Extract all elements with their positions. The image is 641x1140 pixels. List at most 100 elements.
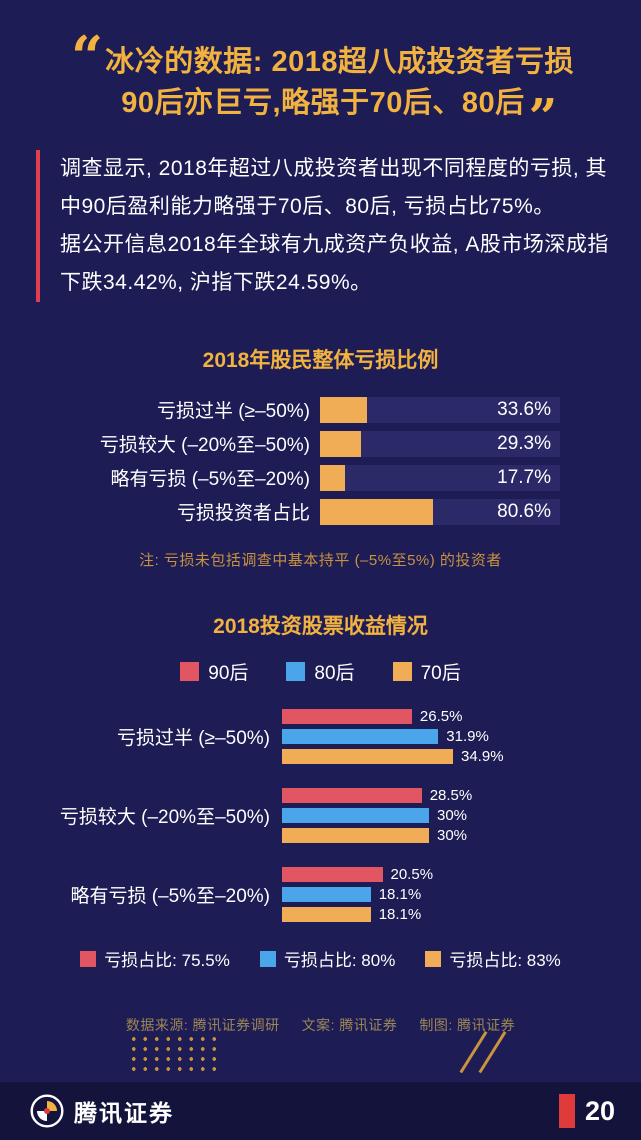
chart2-legend: 90后 80后 70后 <box>0 658 641 685</box>
chart1-row-label: 亏损投资者占比 <box>176 503 310 524</box>
open-quote-mark: “ <box>71 24 104 90</box>
brand-logo-icon <box>30 1094 64 1128</box>
chart1-bar <box>320 498 433 525</box>
chart2-group-label: 亏损较大 (–20%至–50%) <box>59 807 270 828</box>
chart2-bar-value: 26.5% <box>419 708 463 725</box>
legend-label-90s: 90后 <box>208 663 249 684</box>
chart2-bar-row: 31.9% <box>282 729 641 744</box>
total-swatch-80s <box>259 950 276 967</box>
total-90s: 亏损占比: 75.5% <box>80 946 230 971</box>
page-number-accent <box>558 1094 575 1128</box>
legend-swatch-80s <box>286 662 306 681</box>
chart2-bar-80s <box>282 887 371 902</box>
total-label-80s: 亏损占比: 80% <box>283 951 396 970</box>
legend-swatch-70s <box>392 662 412 681</box>
legend-item-70s: 70后 <box>392 658 461 685</box>
chart1-title: 2018年股民整体亏损比例 <box>202 349 439 372</box>
chart2-bar-90s <box>282 709 412 724</box>
chart1-bar-value: 29.3% <box>497 432 551 454</box>
chart2-bar-value: 34.9% <box>461 748 504 765</box>
chart1-row: 略有亏损 (–5%至–20%) 17.7% <box>48 464 570 491</box>
credit-copywriter: 文案: 腾讯证券 <box>301 1017 398 1033</box>
chart1-bar-track: 80.6% <box>320 498 560 525</box>
chart2-bar-80s <box>282 808 429 823</box>
chart1-note: 注: 亏损未包括调查中基本持平 (–5%至5%) 的投资者 <box>139 552 502 569</box>
page-number-value: 20 <box>584 1095 615 1126</box>
total-70s: 亏损占比: 83% <box>425 946 561 971</box>
title-line-2-wrap: 90后亦巨亏,略强于70后、80后” <box>105 83 574 142</box>
chart-overall-loss: 2018年股民整体亏损比例 亏损过半 (≥–50%) 33.6% 亏损较大 (–… <box>0 344 641 570</box>
chart2-group-bars: 20.5% 18.1% 18.1% <box>282 867 641 922</box>
chart2-bar-row: 28.5% <box>282 788 641 803</box>
chart2-bar-value: 20.5% <box>390 866 434 883</box>
total-80s: 亏损占比: 80% <box>259 946 396 971</box>
chart2-bar-value: 18.1% <box>378 886 422 903</box>
chart1-row-label: 亏损过半 (≥–50%) <box>157 401 310 422</box>
legend-item-80s: 80后 <box>286 658 355 685</box>
total-label-90s: 亏损占比: 75.5% <box>104 951 230 970</box>
total-swatch-90s <box>80 950 97 967</box>
chart2-bar-value: 28.5% <box>429 787 473 804</box>
chart1-bar <box>320 396 367 423</box>
chart-returns-by-generation: 2018投资股票收益情况 90后 80后 70后 亏损过半 (≥–50%) 26… <box>0 610 641 971</box>
intro-block: 调查显示, 2018年超过八成投资者出现不同程度的亏损, 其中90后盈利能力略强… <box>36 150 613 302</box>
dots-pattern-decoration <box>128 1034 220 1072</box>
brand: 腾讯证券 <box>30 1094 174 1128</box>
chart2-group: 略有亏损 (–5%至–20%) 20.5% 18.1% 18.1% <box>0 867 641 922</box>
credits: 数据来源: 腾讯证券调研 文案: 腾讯证券 制图: 腾讯证券 <box>0 1015 641 1035</box>
chart1-bar <box>320 430 361 457</box>
chart1-row: 亏损过半 (≥–50%) 33.6% <box>48 396 570 423</box>
chart2-group-label: 略有亏损 (–5%至–20%) <box>70 886 270 907</box>
chart2-totals: 亏损占比: 75.5% 亏损占比: 80% 亏损占比: 83% <box>0 946 641 971</box>
chart2-bar-value: 30% <box>437 807 468 824</box>
chart1-rows: 亏损过半 (≥–50%) 33.6% 亏损较大 (–20%至–50%) 29.3… <box>48 396 570 525</box>
chart1-bar-value: 17.7% <box>497 466 551 488</box>
close-quote-mark: ” <box>528 87 558 146</box>
chart2-group-label: 亏损过半 (≥–50%) <box>117 728 270 749</box>
legend-item-90s: 90后 <box>180 658 248 685</box>
chart2-group-bars: 26.5% 31.9% 34.9% <box>282 709 641 764</box>
chart1-bar-track: 17.7% <box>320 464 560 491</box>
chart2-bar-value: 18.1% <box>378 906 422 923</box>
chart2-bar-value: 31.9% <box>446 728 489 745</box>
intro-paragraph-2: 据公开信息2018年全球有九成资产负收益, A股市场深成指下跌34.42%, 沪… <box>60 233 609 294</box>
chart1-bar-track: 33.6% <box>320 396 560 423</box>
chart1-bar-value: 33.6% <box>497 398 551 420</box>
title-line-2: 90后亦巨亏,略强于70后、80后 <box>121 87 525 119</box>
chart1-bar <box>320 464 345 491</box>
legend-label-70s: 70后 <box>420 663 461 684</box>
chart1-row-label: 略有亏损 (–5%至–20%) <box>110 469 310 490</box>
chart2-bar-row: 18.1% <box>282 907 641 922</box>
chart2-bar-row: 34.9% <box>282 749 641 764</box>
chart2-bar-row: 26.5% <box>282 709 641 724</box>
credit-source: 数据来源: 腾讯证券调研 <box>125 1017 280 1033</box>
diagonal-lines-decoration <box>459 1028 506 1076</box>
chart1-row-label: 亏损较大 (–20%至–50%) <box>99 435 310 456</box>
legend-swatch-90s <box>180 662 200 681</box>
chart2-group-bars: 28.5% 30% 30% <box>282 788 641 843</box>
chart2-bar-row: 30% <box>282 828 641 843</box>
chart2-bar-value: 30% <box>437 827 468 844</box>
legend-label-80s: 80后 <box>314 663 355 684</box>
chart2-group: 亏损过半 (≥–50%) 26.5% 31.9% 34.9% <box>0 709 641 764</box>
chart2-group: 亏损较大 (–20%至–50%) 28.5% 30% 30% <box>0 788 641 843</box>
chart1-row: 亏损较大 (–20%至–50%) 29.3% <box>48 430 570 457</box>
chart1-bar-value: 80.6% <box>497 500 551 522</box>
title-line-1: 冰冷的数据: 2018超八成投资者亏损 <box>105 46 574 78</box>
chart2-bar-70s <box>282 907 371 922</box>
chart2-bar-70s <box>282 749 453 764</box>
chart1-bar-track: 29.3% <box>320 430 560 457</box>
intro-paragraph-1: 调查显示, 2018年超过八成投资者出现不同程度的亏损, 其中90后盈利能力略强… <box>60 157 608 218</box>
page-number: 20 <box>558 1094 615 1128</box>
total-swatch-70s <box>425 950 442 967</box>
credit-design: 制图: 腾讯证券 <box>419 1017 516 1033</box>
page-title: 冰冷的数据: 2018超八成投资者亏损 90后亦巨亏,略强于70后、80后” <box>105 42 574 142</box>
total-label-70s: 亏损占比: 83% <box>449 951 561 970</box>
footer-bar: 腾讯证券 20 <box>0 1082 641 1140</box>
chart2-bar-90s <box>282 788 422 803</box>
chart2-title: 2018投资股票收益情况 <box>213 615 428 638</box>
chart2-bar-80s <box>282 729 439 744</box>
chart2-bar-row: 18.1% <box>282 887 641 902</box>
chart2-bar-row: 30% <box>282 808 641 823</box>
